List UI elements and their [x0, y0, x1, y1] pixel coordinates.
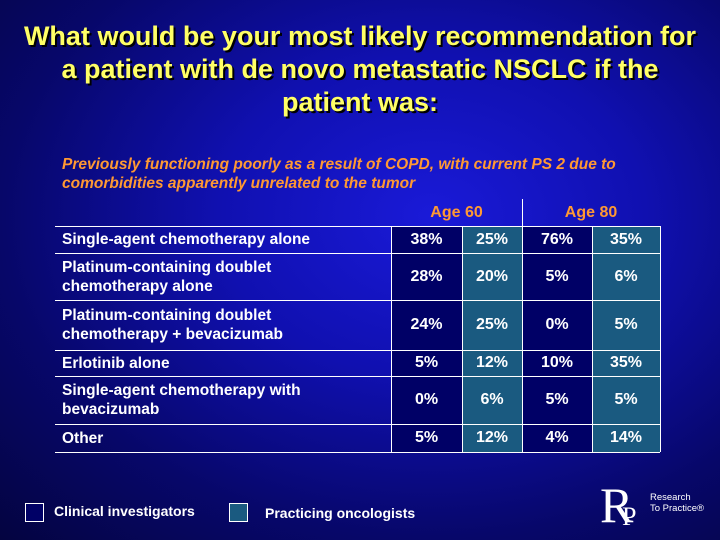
cell-bg	[391, 376, 462, 424]
legend-swatch-practicing	[229, 503, 248, 522]
legend-swatch-clinical	[25, 503, 44, 522]
table-value: 12%	[475, 354, 509, 371]
table-value: 20%	[475, 267, 509, 285]
cell-bg	[592, 424, 660, 452]
table-value: 5%	[614, 316, 638, 333]
table-value: 5%	[614, 391, 638, 408]
table-value: 6%	[614, 267, 638, 285]
cell-bg	[522, 424, 592, 452]
cell-bg	[522, 350, 592, 376]
table-value: 4%	[545, 429, 569, 446]
cell-bg	[592, 226, 660, 253]
row-label: Platinum-containing doublet chemotherapy…	[62, 258, 272, 295]
row-label: Platinum-containing doublet chemotherapy…	[62, 307, 283, 343]
table-value: 0%	[545, 316, 569, 333]
row-divider	[55, 300, 660, 301]
table-value: 38%	[410, 230, 443, 248]
row-divider	[55, 376, 660, 377]
row-label: Other	[62, 429, 104, 447]
group-header: Age 60	[430, 204, 483, 221]
group-header: Age 80	[564, 204, 618, 221]
cell-bg	[462, 376, 522, 424]
cell-bg	[462, 424, 522, 452]
row-divider	[55, 350, 660, 351]
cell-bg	[462, 226, 522, 253]
cell-bg	[592, 350, 660, 376]
table-value: 5%	[545, 391, 569, 408]
cell-bg	[462, 350, 522, 376]
column-divider	[522, 199, 523, 452]
table-value: 5%	[545, 267, 569, 285]
row-label: Single-agent chemotherapy alone	[62, 231, 311, 248]
cell-bg	[522, 226, 592, 253]
row-divider	[55, 452, 660, 453]
column-divider	[660, 226, 661, 452]
cell-bg	[462, 253, 522, 300]
cell-bg	[592, 253, 660, 300]
logo-line-1: Research	[650, 492, 691, 503]
cell-bg	[391, 300, 462, 350]
logo-line-2: To Practice®	[650, 503, 704, 514]
column-divider	[592, 226, 593, 452]
slide-subtitle: Previously functioning poorly as a resul…	[62, 156, 616, 192]
row-label: Erlotinib alone	[62, 354, 170, 372]
row-divider	[55, 424, 660, 425]
table-value: 35%	[609, 354, 643, 371]
table-value: 12%	[475, 429, 509, 446]
table-value: 25%	[475, 230, 509, 248]
table-value: 35%	[609, 230, 643, 248]
cell-bg	[522, 253, 592, 300]
table-value: 24%	[410, 316, 443, 333]
logo-letter-r: R	[600, 477, 634, 533]
row-divider	[55, 226, 660, 227]
cell-bg	[522, 376, 592, 424]
logo-letter-p: P	[622, 502, 637, 531]
research-to-practice-logo: R P Research To Practice®	[600, 480, 710, 532]
table-value: 14%	[609, 429, 643, 446]
table-value: 5%	[414, 429, 439, 446]
table-value: 28%	[410, 267, 443, 285]
table-value: 6%	[480, 391, 504, 408]
row-divider	[55, 253, 660, 254]
row-label: Single-agent chemotherapy with bevacizum…	[62, 382, 301, 418]
cell-bg	[522, 300, 592, 350]
cell-bg	[592, 376, 660, 424]
column-divider	[462, 226, 463, 452]
cell-bg	[391, 226, 462, 253]
cell-bg	[462, 300, 522, 350]
cell-bg	[391, 253, 462, 300]
cell-bg	[391, 350, 462, 376]
table-value: 0%	[414, 391, 439, 408]
column-divider	[391, 226, 392, 452]
table-value: 25%	[475, 316, 509, 333]
table-value: 5%	[414, 354, 439, 371]
cell-bg	[592, 300, 660, 350]
slide-title: What would be your most likely recommend…	[23, 21, 697, 117]
legend-label-practicing: Practicing oncologists	[265, 505, 416, 521]
legend-label-clinical: Clinical investigators	[54, 503, 195, 519]
cell-bg	[391, 424, 462, 452]
table-value: 76%	[540, 230, 574, 248]
table-value: 10%	[540, 354, 574, 371]
